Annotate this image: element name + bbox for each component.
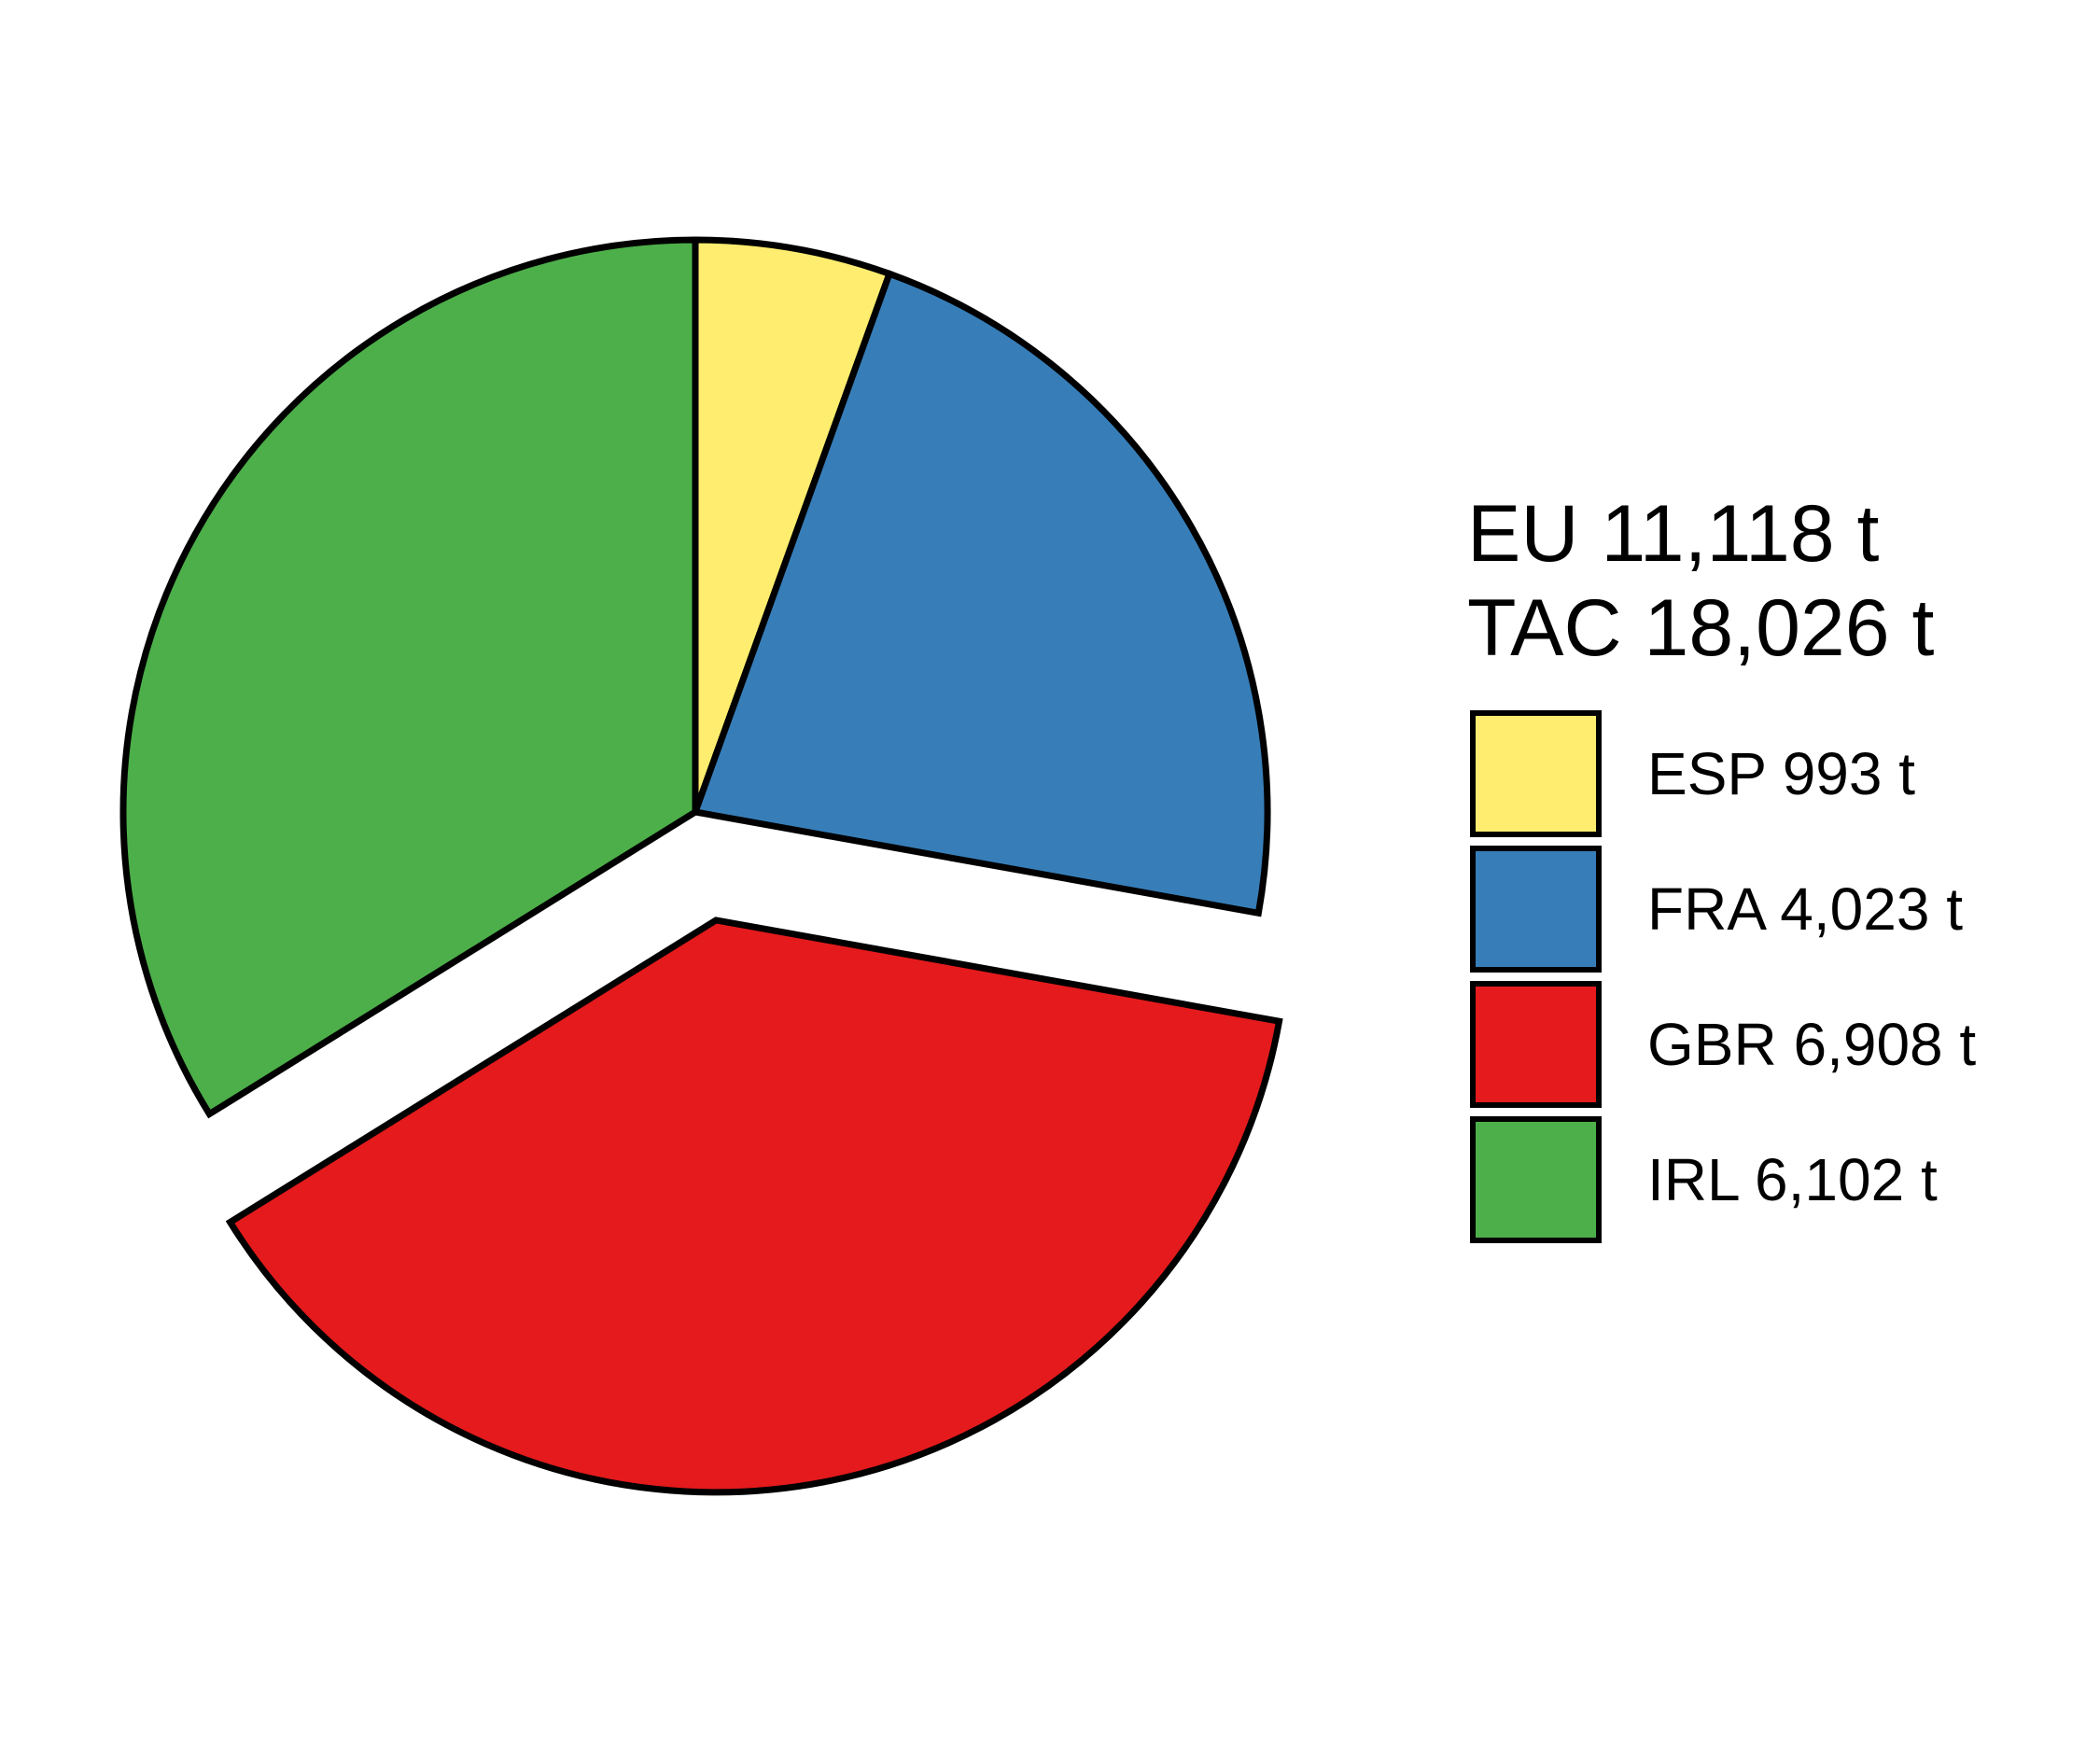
- legend-swatch-esp: [1470, 710, 1602, 837]
- legend-swatch-fra: [1470, 846, 1602, 973]
- pie-slice-gbr: [225, 917, 1283, 1496]
- pie-slice-irl: [119, 236, 699, 1119]
- legend-label-fra: FRA 4,023 t: [1647, 875, 1963, 943]
- legend-swatch-irl: [1470, 1116, 1602, 1243]
- legend: EU 11,118 t TAC 18,026 t ESP 993 t FRA 4,…: [1467, 489, 1976, 1243]
- legend-label-irl: IRL 6,102 t: [1647, 1146, 1938, 1213]
- pie-slice-fra: [691, 269, 1271, 917]
- legend-label-esp: ESP 993 t: [1647, 740, 1915, 807]
- legend-tac-total: TAC 18,026 t: [1467, 583, 1934, 673]
- legend-label-gbr: GBR 6,908 t: [1647, 1011, 1976, 1078]
- pie-slices: [119, 236, 1283, 1496]
- legend-swatch-gbr: [1470, 981, 1602, 1108]
- legend-items: ESP 993 t FRA 4,023 t GBR 6,908 t IRL 6,102…: [1470, 710, 1976, 1243]
- legend-eu-total: EU 11,118 t: [1467, 489, 1880, 579]
